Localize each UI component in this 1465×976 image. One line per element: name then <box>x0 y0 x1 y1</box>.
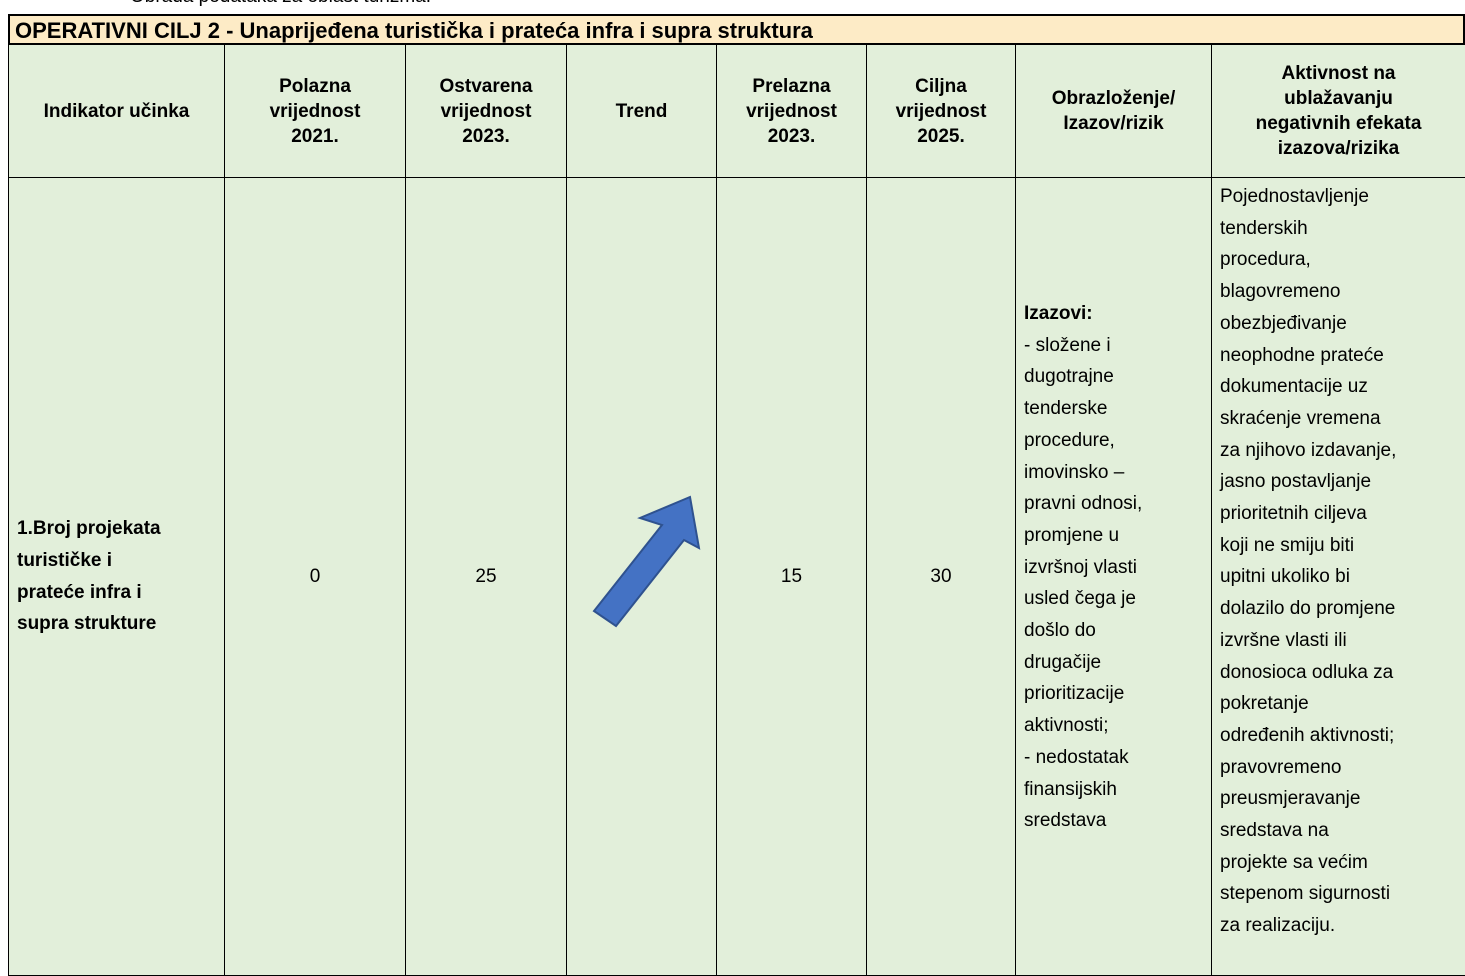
cell-text: tenderske <box>1024 398 1108 420</box>
cell-text: došlo do <box>1024 620 1096 642</box>
cell-text: za njihovo izdavanje, <box>1220 439 1397 461</box>
cell-text: dugotrajne <box>1024 366 1114 388</box>
cell-value: 0 <box>309 565 321 587</box>
cell-text: preusmjeravanje <box>1220 788 1361 810</box>
header-text: negativnih efekata <box>1255 113 1422 134</box>
header-cell: Ciljna vrijednost 2025. <box>866 44 1016 178</box>
cell-text: tenderskih <box>1220 217 1308 239</box>
header-text: vrijednost <box>746 100 837 122</box>
header-text: Ciljna <box>915 75 967 97</box>
header-cell: Ostvarena vrijednost 2023. <box>405 44 567 178</box>
cell-value: 25 <box>475 565 497 587</box>
cell-text: pokretanje <box>1220 693 1309 715</box>
cell-text: procedura, <box>1220 249 1311 271</box>
cell-text: 1.Broj projekata <box>17 518 161 540</box>
cell-text: blagovremeno <box>1220 281 1341 303</box>
cell-text: procedure, <box>1024 429 1115 451</box>
cell-text: Pojednostavljenje <box>1220 186 1369 207</box>
cell-text: izvršnoj vlasti <box>1024 556 1137 578</box>
table-title: OPERATIVNI CILJ 2 - Unaprijeđena turisti… <box>8 14 1465 45</box>
cell-text: stepenom sigurnosti <box>1220 883 1391 905</box>
cell-text: usled čega je <box>1024 588 1136 610</box>
header-cell: Prelazna vrijednost 2023. <box>716 44 867 178</box>
cell-text: prateće infra i <box>17 581 142 603</box>
body-cell: Izazovi: - složene i dugotrajne tenderske pr… <box>1015 177 1212 976</box>
cell-text: skraćenje vremena <box>1220 407 1381 429</box>
body-cell: Pojednostavljenje tenderskih procedura, bla… <box>1211 177 1465 976</box>
cell-text: supra strukture <box>17 613 157 635</box>
cell-text: dolazilo do promjene <box>1220 598 1396 620</box>
cell-text: obezbjeđivanje <box>1220 312 1347 334</box>
header-text: izazova/rizika <box>1277 138 1400 159</box>
header-text: 2023. <box>462 125 510 147</box>
cell-text: prioritizacije <box>1024 683 1125 705</box>
cell-text: koji ne smiju biti <box>1220 534 1355 556</box>
cell-value: 30 <box>930 565 952 587</box>
header-text: vrijednost <box>440 100 532 122</box>
cell-text: - nedostatak <box>1024 746 1129 768</box>
header-cell: Indikator učinka <box>8 44 225 178</box>
cell-text: aktivnosti; <box>1024 715 1109 737</box>
body-cell: 30 <box>866 177 1016 976</box>
cell-text: izvršne vlasti ili <box>1220 629 1347 651</box>
cell-text: neophodne prateće <box>1220 344 1384 366</box>
cell-text: dokumentacije uz <box>1220 376 1368 398</box>
cell-text: projekte sa većim <box>1220 851 1368 873</box>
cell-value: 15 <box>780 565 803 587</box>
header-text: Obrazloženje/ <box>1051 88 1176 109</box>
cell-text: jasno postavljanje <box>1220 471 1372 493</box>
header-text: Ostvarena <box>439 75 533 97</box>
header-text: Aktivnost na <box>1281 63 1396 84</box>
header-text: 2025. <box>917 125 965 147</box>
cell-text: prioritetnih ciljeva <box>1220 503 1367 525</box>
header-text: Polazna <box>279 75 351 97</box>
cell-text: pravovremeno <box>1220 756 1342 778</box>
page: Obrada podataka za oblast turizma. OPERA… <box>8 0 1465 976</box>
header-cell: Aktivnost na ublažavanju negativnih efekat… <box>1211 44 1465 178</box>
cell-text: sredstava <box>1024 810 1107 832</box>
body-cell <box>566 177 717 976</box>
body-cell: 0 <box>224 177 406 976</box>
header-text: vrijednost <box>269 100 361 122</box>
body-cell: 1.Broj projekata turističke i prateće infr… <box>8 177 225 976</box>
header-cell: Polazna vrijednost 2021. <box>224 44 406 178</box>
body-cell: 15 <box>716 177 867 976</box>
header-text: 2021. <box>291 125 339 147</box>
cell-text: upitni ukoliko bi <box>1220 566 1350 588</box>
cell-text: pravni odnosi, <box>1024 493 1143 515</box>
cell-text: sredstava na <box>1220 820 1329 842</box>
header-text: Prelazna <box>752 75 831 97</box>
cell-text: imovinsko – <box>1024 461 1125 483</box>
cell-text: promjene u <box>1024 524 1120 546</box>
cell-text: - složene i <box>1024 334 1111 356</box>
cell-text: turističke i <box>17 549 113 571</box>
header-text: 2023. <box>767 125 816 147</box>
header-text: Indikator učinka <box>43 100 190 122</box>
cell-heading: Izazovi: <box>1024 303 1093 324</box>
header-text: ublažavanju <box>1284 88 1393 109</box>
header-text: Trend <box>615 100 668 122</box>
cell-text: određenih aktivnosti; <box>1220 724 1395 746</box>
header-cell: Obrazloženje/Izazov/rizik <box>1015 44 1212 178</box>
header-text: Izazov/rizik <box>1063 113 1164 134</box>
caption: Obrada podataka za oblast turizma. <box>130 0 431 8</box>
cell-text: za realizaciju. <box>1220 915 1336 937</box>
header-cell: Trend <box>566 44 717 178</box>
cell-text: donosioca odluka za <box>1220 661 1394 683</box>
body-cell: 25 <box>405 177 567 976</box>
header-text: vrijednost <box>895 100 987 122</box>
cell-text: finansijskih <box>1024 778 1117 800</box>
cell-text: drugačije <box>1024 651 1102 673</box>
